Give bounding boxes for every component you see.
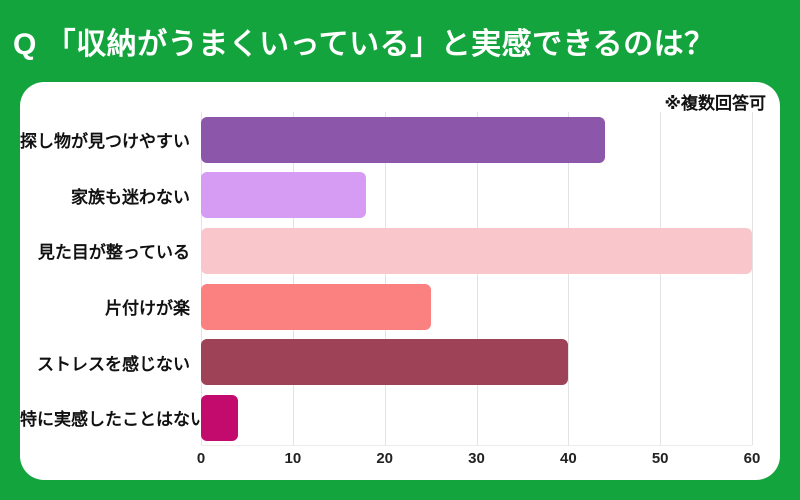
bar — [201, 227, 752, 274]
chart-row: 見た目が整っている — [20, 223, 780, 279]
gridline — [384, 112, 386, 445]
bar-track — [201, 394, 752, 441]
gridline — [660, 112, 662, 445]
chart-gridlines — [201, 112, 753, 446]
x-axis-tick-label: 0 — [196, 450, 206, 467]
multi-answer-note: ※複数回答可 — [664, 94, 766, 113]
bar-label: 見た目が整っている — [37, 243, 190, 263]
chart-row: ストレスを感じない — [20, 334, 780, 390]
x-axis-tick-label: 40 — [559, 450, 577, 467]
bar-track — [201, 339, 752, 386]
x-axis-tick-label: 30 — [468, 450, 485, 467]
bar-track — [201, 227, 752, 274]
x-axis-tick-label: 50 — [651, 450, 669, 467]
bar-label: 片付けが楽 — [105, 299, 190, 319]
bar — [201, 339, 569, 386]
bar-label: 家族も迷わない — [71, 187, 190, 207]
bar — [201, 394, 238, 441]
bar — [201, 116, 606, 163]
chart-card: ※複数回答可 探し物が見つけやすい 家族も迷わない 見た目が整っている 片付けが… — [20, 82, 780, 480]
bar-track — [201, 172, 752, 219]
x-axis-tick-label: 60 — [743, 450, 761, 467]
bar — [201, 172, 367, 219]
x-axis-tick-label: 10 — [284, 450, 302, 467]
bar — [201, 283, 431, 330]
chart-row: 特に実感したことはない — [20, 390, 780, 446]
bar-track — [201, 283, 752, 330]
x-axis-tick-label: 20 — [376, 450, 393, 467]
gridline — [752, 112, 753, 445]
bar-label: 探し物が見つけやすい — [20, 132, 190, 152]
bar-label: ストレスを感じない — [37, 354, 190, 374]
gridline — [292, 112, 294, 445]
x-axis: 0 10 20 30 40 50 60 — [197, 450, 761, 470]
gridline — [201, 112, 202, 445]
chart-row: 家族も迷わない — [20, 168, 780, 224]
chart-row: 片付けが楽 — [20, 279, 780, 335]
page-title: Q 「収納がうまくいっている」と実感できるのは？ — [13, 28, 715, 61]
chart-row: 探し物が見つけやすい — [20, 112, 780, 168]
gridline — [476, 112, 478, 445]
bar-label: 特に実感したことはない — [20, 410, 207, 430]
gridline — [568, 112, 570, 445]
bar-track — [201, 116, 752, 163]
bar-chart: 探し物が見つけやすい 家族も迷わない 見た目が整っている 片付けが楽 ストレスを… — [20, 112, 780, 446]
